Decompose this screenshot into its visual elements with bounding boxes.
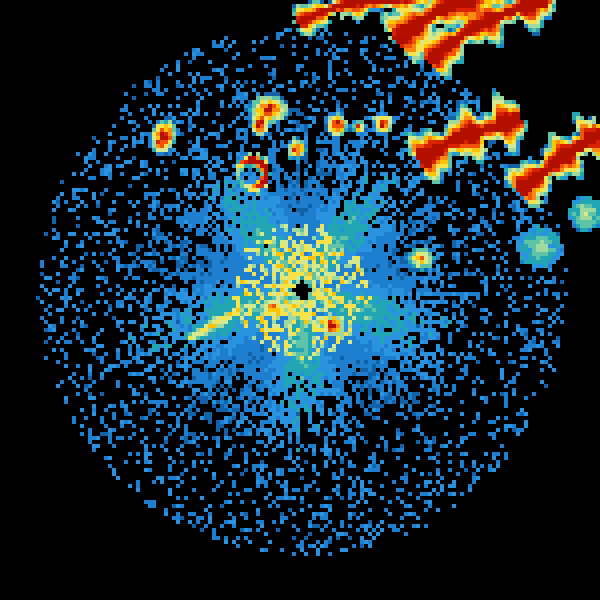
radar-display xyxy=(0,0,600,600)
radar-reflectivity-canvas xyxy=(0,0,600,600)
